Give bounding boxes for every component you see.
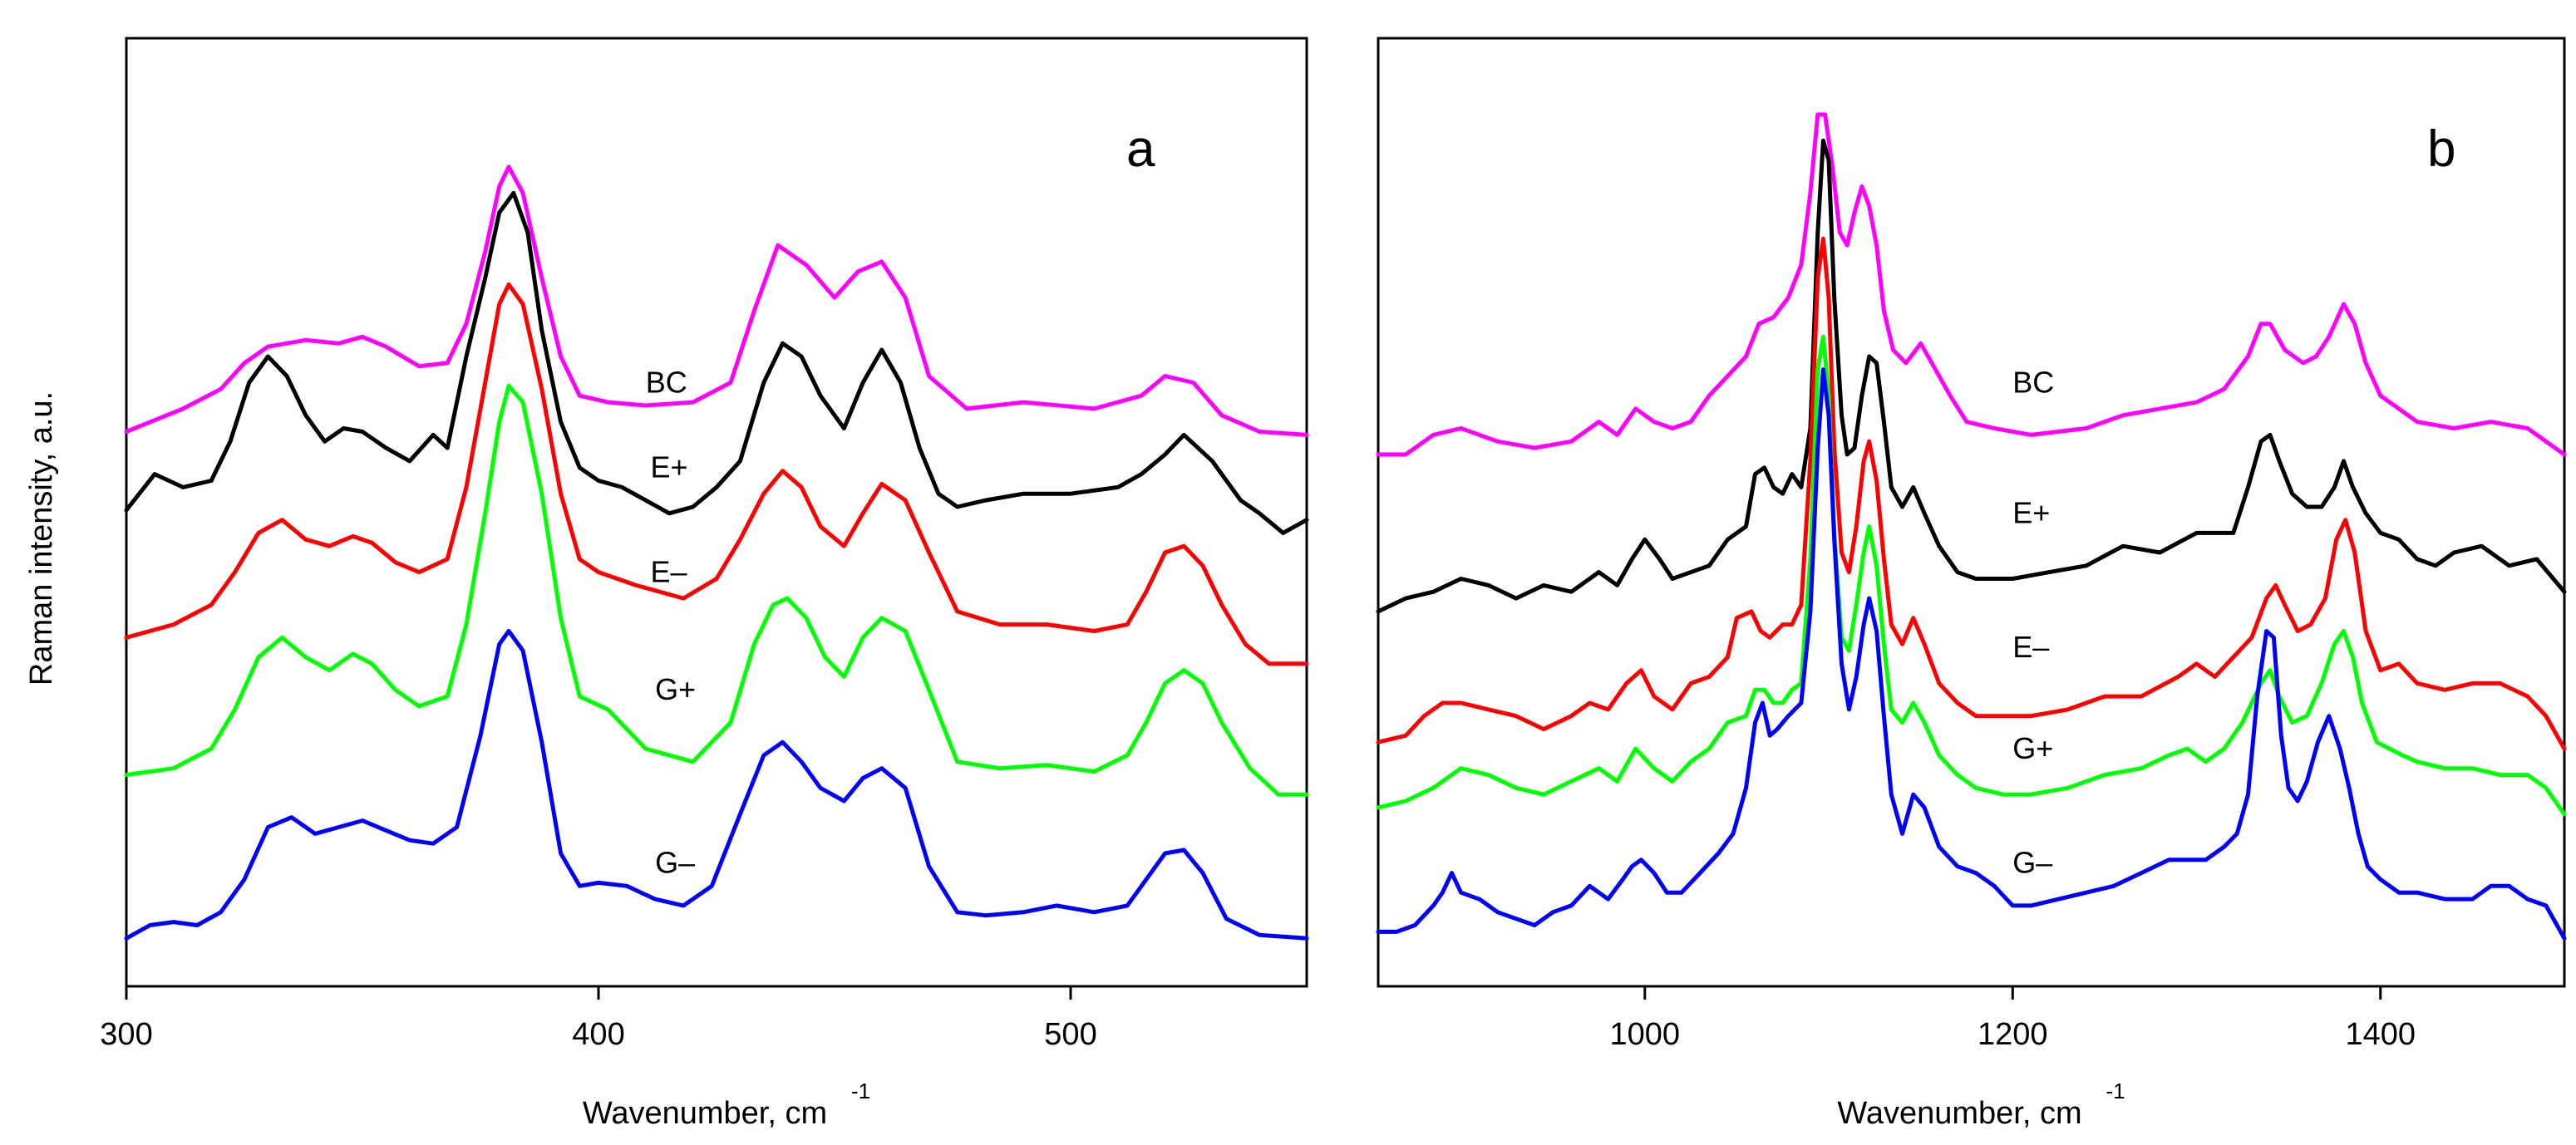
series-label: G+ bbox=[655, 672, 696, 706]
series-line-gminus bbox=[1376, 367, 2567, 941]
series-label: E+ bbox=[2012, 496, 2050, 530]
x-tick-label: 300 bbox=[100, 1017, 152, 1052]
panel-letter: a bbox=[1126, 120, 1155, 178]
series-line-bc bbox=[124, 165, 1309, 437]
series-label: E+ bbox=[650, 450, 687, 484]
x-axis-title: Wavenumber, cm bbox=[1837, 1096, 2081, 1131]
y-axis-title: Raman intensity, a.u. bbox=[24, 391, 59, 686]
series-line-gplus bbox=[1376, 334, 2567, 817]
x-tick-label: 400 bbox=[572, 1017, 624, 1052]
x-tick-label: 1200 bbox=[1978, 1017, 2048, 1052]
series-label: G+ bbox=[2012, 731, 2053, 765]
x-tick-label: 1400 bbox=[2345, 1017, 2416, 1052]
plot-frame-b bbox=[1377, 37, 2566, 988]
series-label: BC bbox=[646, 365, 687, 399]
x-tick-label: 500 bbox=[1044, 1017, 1096, 1052]
series-label: BC bbox=[2012, 365, 2054, 399]
x-tick-label: 1000 bbox=[1610, 1017, 1681, 1052]
x-axis-title: Wavenumber, cm bbox=[583, 1096, 827, 1131]
x-axis-title-superscript: -1 bbox=[2106, 1079, 2125, 1103]
series-label: E– bbox=[2012, 630, 2049, 664]
series-line-gplus bbox=[124, 383, 1309, 797]
series-label: G– bbox=[2012, 846, 2052, 880]
series-line-eplus bbox=[1376, 138, 2567, 614]
panel-letter: b bbox=[2427, 120, 2455, 178]
series-line-gminus bbox=[124, 629, 1309, 941]
plot-frame-a bbox=[125, 37, 1308, 988]
panel-a: 300 400 500 Wavenumber, cm -1 a BC E+ E– G+ G– bbox=[100, 37, 1309, 1131]
series-line-bc bbox=[1376, 112, 2567, 457]
series-line-eminus bbox=[1376, 236, 2567, 751]
series-label: E– bbox=[650, 554, 687, 588]
x-axis-title-superscript: -1 bbox=[851, 1079, 870, 1103]
series-label: G– bbox=[655, 846, 695, 880]
series-line-eminus bbox=[124, 282, 1309, 666]
series-line-eplus bbox=[124, 190, 1309, 535]
panel-b: 1000 1200 1400 Wavenumber, cm -1 b BC E+ E– G+ G– bbox=[1376, 37, 2567, 1131]
